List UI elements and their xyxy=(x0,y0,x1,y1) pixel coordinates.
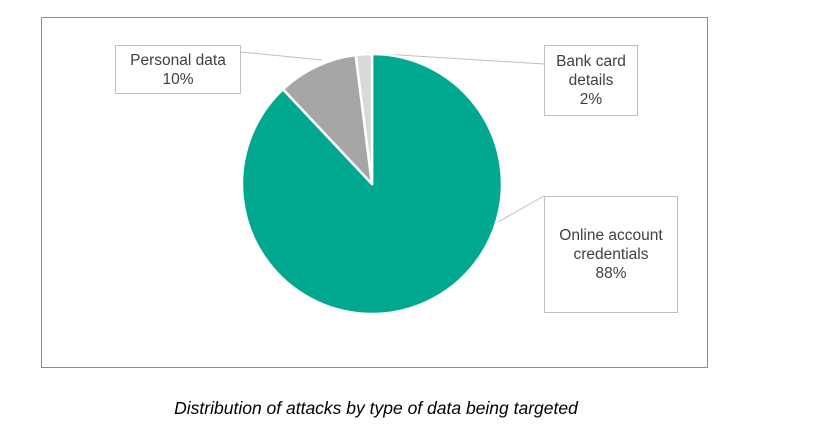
chart-caption: Distribution of attacks by type of data … xyxy=(174,398,578,418)
callout-bank-card-details: Bank card details 2% xyxy=(544,45,638,116)
callout-online-account-credentials: Online account credentials 88% xyxy=(544,196,678,313)
slice-label-line: credentials xyxy=(573,246,649,263)
slice-value-label: 2% xyxy=(579,91,603,108)
slice-label-line: Personal data xyxy=(130,51,226,69)
slice-value-label: 10% xyxy=(162,70,194,88)
slice-label-line: Bank card xyxy=(556,53,626,70)
leader-line-bank-card xyxy=(365,52,545,65)
callout-personal-data: Personal data 10% xyxy=(115,45,241,94)
leader-line-personal-data xyxy=(240,51,323,61)
leader-line-online-account xyxy=(497,195,545,223)
slice-label-line: details xyxy=(568,72,614,89)
slice-value-label: 88% xyxy=(595,265,627,282)
pie-slices xyxy=(240,52,504,316)
chart-frame xyxy=(41,17,708,368)
slice-label-line: Online account xyxy=(559,227,663,244)
slice-bank-card-details xyxy=(354,52,374,186)
slice-personal-data xyxy=(281,53,374,186)
leader-lines xyxy=(240,51,545,223)
